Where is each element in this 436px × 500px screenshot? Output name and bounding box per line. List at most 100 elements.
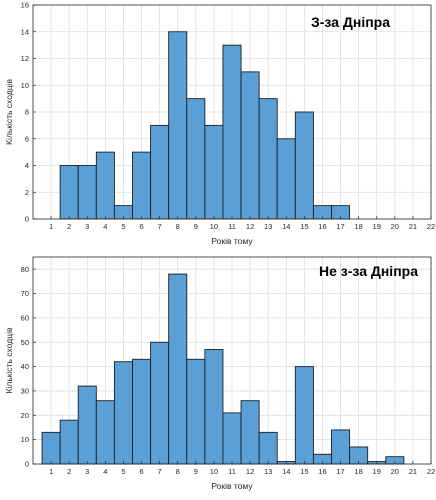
histogram-bar <box>59 165 79 220</box>
ticks: 1 2 3 4 5 6 7 8 9 10 11 12 13 14 15 16 17 18 19 20 21 2202468… <box>21 1 436 231</box>
x-tick-label: 14 <box>282 467 290 476</box>
x-tick-label: 9 <box>194 467 198 476</box>
histogram-bar <box>186 98 206 220</box>
panel-title: З-за Дніпра <box>311 14 390 30</box>
x-tick-label: 11 <box>228 467 236 476</box>
x-tick-label: 13 <box>264 467 272 476</box>
x-tick-label: 17 <box>336 467 344 476</box>
y-tick-label: 16 <box>21 1 29 10</box>
y-tick-label: 50 <box>21 338 29 347</box>
x-tick-label: 18 <box>354 222 362 231</box>
histogram-bar <box>186 358 206 465</box>
x-tick-label: 7 <box>158 222 162 231</box>
histogram-bar <box>294 366 314 465</box>
histogram-bar <box>331 429 351 465</box>
histogram-bar <box>276 138 296 220</box>
y-tick-label: 10 <box>21 81 29 90</box>
x-tick-label: 10 <box>210 467 218 476</box>
x-tick-label: 16 <box>318 467 326 476</box>
histogram-bar <box>222 44 242 220</box>
histogram-bar <box>150 124 170 220</box>
histogram-bar <box>59 419 79 465</box>
histogram-bar <box>132 151 152 220</box>
x-tick-label: 1 <box>49 467 53 476</box>
y-tick-label: 8 <box>25 108 29 117</box>
x-axis-title: Років тому <box>211 236 253 246</box>
y-tick-label: 14 <box>21 27 29 36</box>
histogram-bar <box>132 358 152 465</box>
histogram-bar <box>77 165 97 220</box>
x-tick-label: 22 <box>427 467 435 476</box>
y-tick-label: 70 <box>21 289 29 298</box>
x-tick-label: 8 <box>176 467 180 476</box>
y-tick-label: 10 <box>21 435 29 444</box>
histogram-bar <box>240 400 260 465</box>
y-axis-title: Кількість сходців <box>4 327 14 393</box>
x-tick-label: 5 <box>121 222 125 231</box>
x-tick-label: 9 <box>194 222 198 231</box>
x-axis-title: Років тому <box>211 481 253 491</box>
x-tick-label: 19 <box>373 467 381 476</box>
x-tick-label: 17 <box>336 222 344 231</box>
x-tick-label: 12 <box>246 222 254 231</box>
x-tick-label: 19 <box>373 222 381 231</box>
y-tick-label: 0 <box>25 215 29 224</box>
x-tick-label: 3 <box>85 467 89 476</box>
histogram-bar <box>150 341 170 465</box>
histogram-bar <box>222 412 242 465</box>
ticks: 1 2 3 4 5 6 7 8 9 10 11 12 13 14 15 16 17 18 19 20 21 2201020… <box>21 265 436 476</box>
x-tick-label: 3 <box>85 222 89 231</box>
y-tick-label: 30 <box>21 387 29 396</box>
histogram-bar <box>95 151 115 220</box>
x-tick-label: 14 <box>282 222 290 231</box>
histogram-bar <box>240 71 260 220</box>
y-tick-label: 12 <box>21 54 29 63</box>
y-tick-label: 6 <box>25 134 29 143</box>
histogram-bars <box>59 31 351 220</box>
histogram-bar <box>95 400 115 465</box>
x-tick-label: 15 <box>300 222 308 231</box>
x-tick-label: 4 <box>103 467 107 476</box>
x-tick-label: 12 <box>246 467 254 476</box>
x-tick-label: 18 <box>354 467 362 476</box>
y-tick-label: 0 <box>25 460 29 469</box>
histogram-bar <box>41 431 61 465</box>
histogram-bar <box>258 431 278 465</box>
y-tick-label: 4 <box>25 161 29 170</box>
y-tick-label: 2 <box>25 188 29 197</box>
y-tick-label: 60 <box>21 313 29 322</box>
y-tick-label: 20 <box>21 411 29 420</box>
histogram-bar <box>258 98 278 220</box>
histogram-panel-bottom: 1 2 3 4 5 6 7 8 9 10 11 12 13 14 15 16 17 18 19 20 21 2201020… <box>4 256 436 491</box>
x-tick-label: 4 <box>103 222 107 231</box>
x-tick-label: 21 <box>409 222 417 231</box>
x-tick-label: 21 <box>409 467 417 476</box>
histogram-bar <box>168 31 188 220</box>
histogram-bars <box>41 273 405 465</box>
histogram-bar <box>204 349 224 465</box>
histogram-bar <box>77 385 97 465</box>
histogram-bar <box>294 111 314 220</box>
x-tick-label: 16 <box>318 222 326 231</box>
x-tick-label: 13 <box>264 222 272 231</box>
x-tick-label: 2 <box>67 222 71 231</box>
x-tick-label: 1 <box>49 222 53 231</box>
x-tick-label: 7 <box>158 467 162 476</box>
x-tick-label: 20 <box>391 222 399 231</box>
x-tick-label: 6 <box>139 467 143 476</box>
x-tick-label: 6 <box>139 222 143 231</box>
x-tick-label: 2 <box>67 467 71 476</box>
histogram-bar <box>168 273 188 465</box>
histogram-bar <box>113 361 133 465</box>
x-tick-label: 15 <box>300 467 308 476</box>
x-tick-label: 11 <box>228 222 236 231</box>
y-tick-label: 80 <box>21 265 29 274</box>
y-axis-title: Кількість сходців <box>4 79 14 145</box>
x-tick-label: 8 <box>176 222 180 231</box>
y-tick-label: 40 <box>21 362 29 371</box>
histogram-bar <box>204 124 224 220</box>
x-tick-label: 10 <box>210 222 218 231</box>
x-tick-label: 22 <box>427 222 435 231</box>
x-tick-label: 20 <box>391 467 399 476</box>
